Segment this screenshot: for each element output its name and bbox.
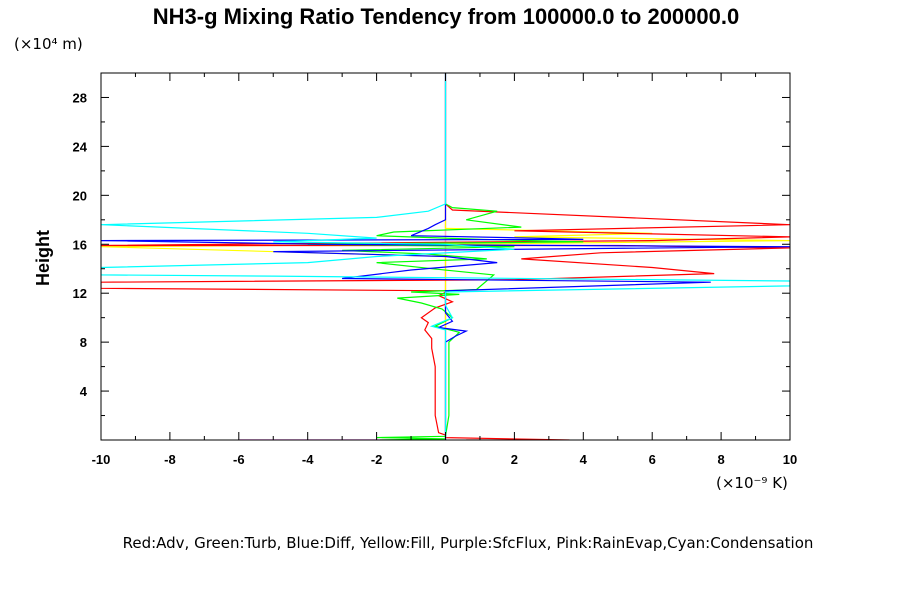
x-tick-label: -4 xyxy=(302,452,314,467)
series-line-diff xyxy=(101,73,790,440)
y-tick-label: 24 xyxy=(73,139,88,154)
series-layer xyxy=(101,73,790,440)
x-tick-label: 10 xyxy=(783,452,797,467)
x-axis-unit: (×10⁻⁹ K) xyxy=(716,474,788,492)
y-tick-label: 12 xyxy=(73,286,87,301)
y-axis-label: Height xyxy=(33,230,53,286)
x-tick-label: 0 xyxy=(442,452,449,467)
x-tick-label: 4 xyxy=(580,452,588,467)
y-tick-label: 20 xyxy=(73,188,87,203)
x-tick-label: -8 xyxy=(164,452,176,467)
x-tick-label: -2 xyxy=(371,452,383,467)
x-tick-label: 2 xyxy=(511,452,518,467)
legend-text: Red:Adv, Green:Turb, Blue:Diff, Yellow:F… xyxy=(123,534,814,552)
x-tick-label: 6 xyxy=(649,452,656,467)
y-axis-unit: (×10⁴ m) xyxy=(14,35,83,53)
series-line-turb xyxy=(307,203,584,440)
y-tick-label: 4 xyxy=(80,384,88,399)
y-tick-label: 16 xyxy=(73,237,87,252)
series-line-sfcflux xyxy=(238,73,447,440)
x-tick-label: -6 xyxy=(233,452,245,467)
y-tick-label: 28 xyxy=(73,90,87,105)
y-tick-label: 8 xyxy=(80,335,87,350)
chart-title: NH3-g Mixing Ratio Tendency from 100000.… xyxy=(153,4,739,29)
x-tick-label: 8 xyxy=(717,452,724,467)
series-line-condensation xyxy=(101,73,790,440)
x-tick-label: -10 xyxy=(92,452,111,467)
